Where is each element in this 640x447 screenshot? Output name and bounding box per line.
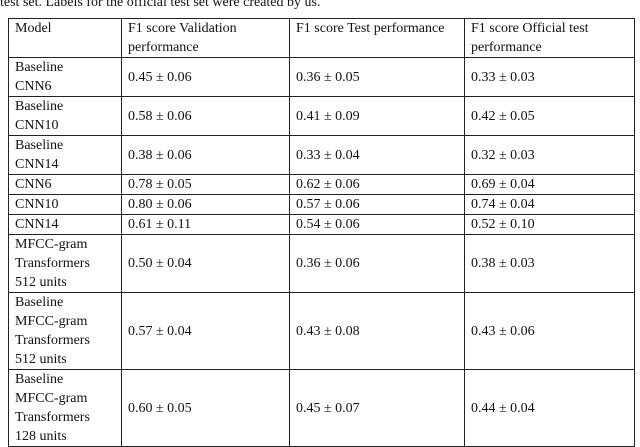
table-row: Baseline MFCC-gram Transformers 512 unit…	[8, 292, 635, 370]
score-cell: 0.32 ± 0.03	[464, 135, 635, 175]
score-cell: 0.62 ± 0.06	[289, 174, 465, 195]
score-cell: 0.43 ± 0.06	[464, 292, 635, 370]
model-cell: Baseline MFCC-gram Transformers 512 unit…	[8, 292, 122, 370]
score-cell: 0.33 ± 0.04	[289, 135, 465, 175]
score-cell: 0.80 ± 0.06	[121, 194, 290, 215]
table-row: Baseline CNN6 0.45 ± 0.06 0.36 ± 0.05 0.33 …	[8, 57, 635, 97]
header-cell: F1 score Validation performance	[121, 18, 290, 58]
score-cell: 0.41 ± 0.09	[289, 96, 465, 136]
score-cell: 0.38 ± 0.06	[121, 135, 290, 175]
score-cell: 0.78 ± 0.05	[121, 174, 290, 195]
table-row: Baseline CNN14 0.38 ± 0.06 0.33 ± 0.04 0.32…	[8, 135, 635, 175]
table-row: CNN14 0.61 ± 0.11 0.54 ± 0.06 0.52 ± 0.10	[8, 214, 635, 235]
table-row: MFCC-gram Transformers 512 units 0.50 ± 0…	[8, 234, 635, 293]
score-cell: 0.54 ± 0.06	[289, 214, 465, 235]
score-cell: 0.61 ± 0.11	[121, 214, 290, 235]
score-cell: 0.57 ± 0.04	[121, 292, 290, 370]
score-cell: 0.43 ± 0.08	[289, 292, 465, 370]
table-row: Baseline CNN10 0.58 ± 0.06 0.41 ± 0.09 0.42…	[8, 96, 635, 136]
score-cell: 0.45 ± 0.06	[121, 57, 290, 97]
model-cell: MFCC-gram Transformers 512 units	[8, 234, 122, 293]
score-cell: 0.44 ± 0.04	[464, 369, 635, 447]
header-cell: Model	[8, 18, 122, 58]
score-cell: 0.42 ± 0.05	[464, 96, 635, 136]
score-cell: 0.33 ± 0.03	[464, 57, 635, 97]
score-cell: 0.74 ± 0.04	[464, 194, 635, 215]
results-table: Model F1 score Validation performance F1 s…	[8, 18, 635, 447]
score-cell: 0.57 ± 0.06	[289, 194, 465, 215]
header-row: Model F1 score Validation performance F1 s…	[8, 18, 635, 58]
score-cell: 0.50 ± 0.04	[121, 234, 290, 293]
model-cell: CNN10	[8, 194, 122, 215]
score-cell: 0.52 ± 0.10	[464, 214, 635, 235]
model-cell: CNN6	[8, 174, 122, 195]
caption: test set. Labels for the official test s…	[0, 0, 321, 10]
score-cell: 0.69 ± 0.04	[464, 174, 635, 195]
table-row: CNN10 0.80 ± 0.06 0.57 ± 0.06 0.74 ± 0.04	[8, 194, 635, 215]
score-cell: 0.36 ± 0.06	[289, 234, 465, 293]
score-cell: 0.36 ± 0.05	[289, 57, 465, 97]
model-cell: Baseline CNN6	[8, 57, 122, 97]
header-cell: F1 score Test performance	[289, 18, 465, 58]
model-cell: Baseline CNN10	[8, 96, 122, 136]
header-cell: F1 score Official test performance	[464, 18, 635, 58]
score-cell: 0.58 ± 0.06	[121, 96, 290, 136]
score-cell: 0.38 ± 0.03	[464, 234, 635, 293]
model-cell: CNN14	[8, 214, 122, 235]
model-cell: Baseline CNN14	[8, 135, 122, 175]
table-row: CNN6 0.78 ± 0.05 0.62 ± 0.06 0.69 ± 0.04	[8, 174, 635, 195]
